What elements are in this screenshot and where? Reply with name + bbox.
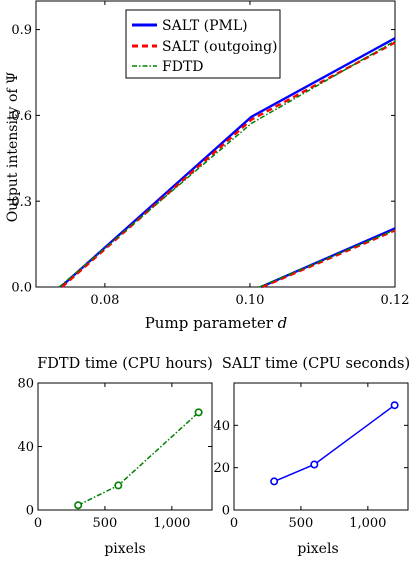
left-x-tick-label: 0 [34, 516, 42, 531]
salt-plot-frame [233, 382, 409, 511]
legend-box [125, 9, 281, 79]
left-data-point [74, 501, 83, 510]
salt-x-axis-label: pixels [297, 541, 338, 557]
left-y-tick-label: 80 [17, 377, 34, 392]
main-y-tick-label: 0.6 [11, 109, 32, 124]
main-series-line-1-segment-1 [261, 229, 396, 289]
main-x-tick-label: 0.08 [90, 293, 119, 308]
fdtd-x-axis-label: pixels [104, 541, 145, 557]
fdtd-plot-frame [37, 382, 213, 511]
salt-chart-title: SALT time (CPU seconds) [222, 356, 410, 372]
right-series-line [273, 404, 396, 483]
left-y-tick-label: 40 [17, 440, 34, 455]
legend: SALT (PML) SALT (outgoing) FDTD [125, 9, 281, 79]
main-y-tick-label: 0.0 [11, 281, 32, 296]
main-x-tick-label: 0.10 [235, 293, 264, 308]
left-series-line [77, 411, 200, 506]
right-y-tick-label: 0 [222, 504, 230, 519]
main-x-tick-label: 0.12 [381, 293, 410, 308]
main-ticks: 0.08 0.10 0.12 0.0 0.3 0.6 0.9 [11, 1, 409, 308]
salt-series-group [270, 401, 399, 486]
right-x-tick-label: 500 [289, 516, 314, 531]
right-data-point [270, 477, 279, 486]
main-series-line-2-segment-0 [58, 40, 396, 288]
left-x-tick-label: 1,000 [153, 516, 190, 531]
right-x-tick-label: 0 [230, 516, 238, 531]
right-data-point [390, 401, 399, 410]
main-series-line-0-segment-0 [59, 37, 396, 288]
right-y-tick-label: 20 [213, 461, 230, 476]
fdtd-series-group [74, 408, 203, 510]
legend-label-salt-outgoing: SALT (outgoing) [162, 39, 278, 55]
right-y-tick-label: 40 [213, 419, 230, 434]
left-y-tick-label: 0 [26, 504, 34, 519]
main-y-tick-label: 0.3 [11, 195, 32, 210]
legend-label-salt-pml: SALT (PML) [162, 18, 248, 34]
main-y-tick-label: 0.9 [11, 23, 32, 38]
right-data-point [310, 460, 319, 469]
main-chart: 0.08 0.10 0.12 0.0 0.3 0.6 0.9 Pump parameter … [5, 0, 409, 332]
main-y-axis-label: Output intensity of Ψ [5, 72, 21, 223]
right-x-tick-label: 1,000 [349, 516, 386, 531]
legend-label-fdtd: FDTD [162, 59, 204, 75]
left-data-point [194, 408, 203, 417]
fdtd-ticks: 0 500 1,000 0 40 80 [17, 377, 212, 531]
fdtd-time-chart: FDTD time (CPU hours) 0 500 1,000 0 40 80 pix… [17, 356, 212, 557]
fdtd-chart-title: FDTD time (CPU hours) [37, 356, 213, 372]
main-plot-frame [35, 0, 396, 288]
salt-time-chart: SALT time (CPU seconds) 0 500 1,000 0 20 40 p… [213, 356, 410, 557]
left-data-point [114, 481, 123, 490]
main-x-axis-label: Pump parameter d [145, 314, 288, 332]
main-series-line-2-segment-1 [259, 229, 396, 288]
main-series-group [58, 37, 396, 289]
left-x-tick-label: 500 [93, 516, 118, 531]
salt-ticks: 0 500 1,000 0 20 40 [213, 383, 408, 531]
